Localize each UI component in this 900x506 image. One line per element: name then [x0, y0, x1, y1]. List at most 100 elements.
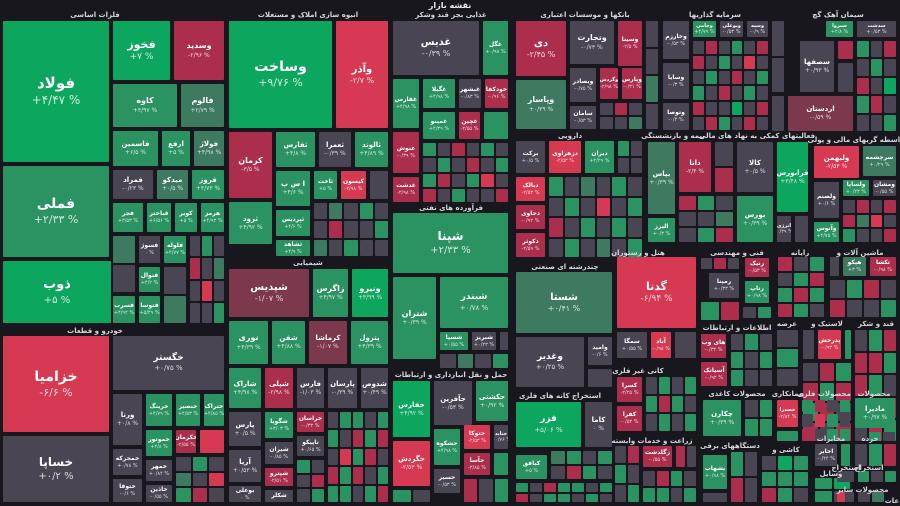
stock-tile[interactable]: سرچشمه +۰/۲۹ %: [863, 146, 896, 176]
stock-tile[interactable]: فخوز +۷ %: [113, 21, 170, 80]
stock-tile-small[interactable]: [830, 280, 845, 298]
stock-tile-small[interactable]: [716, 212, 733, 226]
stock-tile-small[interactable]: [365, 467, 376, 484]
stock-tile-small[interactable]: [495, 143, 508, 157]
stock-tile-small[interactable]: [572, 483, 584, 492]
stock-tile-small[interactable]: [628, 465, 639, 483]
stock-tile-small[interactable]: [314, 221, 328, 238]
stock-tile[interactable]: شکلر: [265, 490, 293, 502]
stock-tile-small[interactable]: [377, 467, 388, 484]
stock-tile-small[interactable]: [778, 472, 792, 486]
stock-tile-small[interactable]: [374, 221, 388, 238]
stock-tile[interactable]: فنوال +۴/۲ %: [139, 267, 160, 292]
stock-tile-small[interactable]: [715, 168, 733, 192]
stock-tile[interactable]: فولاد +۴/۴۷ %: [3, 21, 109, 162]
stock-tile-small[interactable]: [827, 400, 838, 413]
stock-tile-small[interactable]: [377, 412, 388, 429]
stock-tile-small[interactable]: [731, 452, 743, 476]
stock-tile-small[interactable]: [843, 214, 855, 228]
stock-tile[interactable]: برکت +۰/۵ %: [516, 141, 545, 173]
stock-tile-small[interactable]: [759, 334, 772, 350]
stock-tile-small[interactable]: [500, 332, 508, 350]
stock-tile-small[interactable]: [328, 430, 339, 447]
stock-tile-small[interactable]: [314, 203, 328, 220]
stock-tile[interactable]: شبریز +۰/۲۳ %: [472, 332, 496, 350]
stock-tile-small[interactable]: [883, 432, 895, 441]
stock-tile[interactable]: وپاسار +۰/۳۹ %: [516, 80, 566, 129]
stock-tile-small[interactable]: [628, 197, 642, 216]
stock-tile[interactable]: سدشت +۰/۵۳ %: [857, 21, 896, 37]
stock-tile[interactable]: شپلی -۲/۹۸ %: [265, 368, 293, 408]
stock-tile-small[interactable]: [549, 177, 563, 196]
stock-tile-small[interactable]: [340, 485, 351, 502]
stock-tile-small[interactable]: [200, 430, 224, 453]
stock-tile-small[interactable]: [598, 466, 612, 479]
stock-tile-small[interactable]: [872, 492, 884, 502]
stock-tile-small[interactable]: [744, 71, 756, 85]
stock-tile-small[interactable]: [857, 114, 869, 131]
stock-tile-small[interactable]: [802, 400, 813, 413]
stock-tile-small[interactable]: [328, 412, 339, 429]
stock-tile[interactable]: شپدیس -۱/۰۷ %: [229, 269, 309, 317]
stock-tile[interactable]: ولساپا +۰/۲۳ %: [843, 180, 869, 196]
stock-tile-small[interactable]: [815, 491, 832, 502]
stock-tile-small[interactable]: [359, 239, 373, 256]
stock-tile-small[interactable]: [551, 466, 565, 479]
stock-tile[interactable]: شپنا +۲/۳۳ %: [393, 213, 508, 273]
stock-tile[interactable]: ونیرو +۴/۹۹ %: [352, 269, 388, 317]
stock-tile-small[interactable]: [716, 228, 733, 242]
stock-tile-small[interactable]: [884, 471, 896, 482]
stock-tile-small[interactable]: [884, 229, 896, 242]
stock-tile-small[interactable]: [705, 41, 717, 55]
stock-tile-small[interactable]: [580, 218, 595, 237]
stock-tile[interactable]: خگستر +۰/۷۵ %: [113, 336, 224, 390]
stock-tile-small[interactable]: [481, 173, 494, 187]
stock-tile-small[interactable]: [615, 465, 626, 483]
stock-tile-small[interactable]: [466, 158, 479, 172]
stock-tile-small[interactable]: [600, 117, 613, 129]
stock-tile[interactable]: آسیاتک -۰/۹۲ %: [701, 362, 727, 386]
stock-tile-small[interactable]: [202, 302, 212, 323]
stock-tile-small[interactable]: [869, 352, 882, 374]
stock-tile-small[interactable]: [731, 334, 744, 350]
stock-tile[interactable]: دزهراوی -۲/۵۳ %: [549, 141, 581, 173]
stock-tile-small[interactable]: [202, 280, 212, 301]
stock-tile-small[interactable]: [659, 377, 670, 394]
stock-tile-small[interactable]: [819, 363, 835, 381]
stock-tile-small[interactable]: [839, 428, 850, 441]
stock-tile-small[interactable]: [352, 485, 364, 502]
stock-tile-small[interactable]: [731, 56, 743, 70]
stock-tile-small[interactable]: [803, 383, 818, 401]
stock-tile-small[interactable]: [297, 460, 310, 473]
stock-tile-small[interactable]: [614, 117, 628, 129]
stock-tile-small[interactable]: [328, 467, 339, 484]
stock-tile[interactable]: ثرود +۴/۹۲ %: [229, 202, 272, 244]
stock-tile-small[interactable]: [810, 303, 824, 317]
stock-tile-small[interactable]: [819, 383, 835, 401]
stock-tile-small[interactable]: [340, 448, 351, 466]
stock-tile-small[interactable]: [340, 430, 351, 447]
stock-tile[interactable]: بورس +۰/۳۹ %: [737, 196, 773, 242]
stock-tile[interactable]: ختوقا -۰/۶ %: [113, 479, 142, 502]
stock-tile-small[interactable]: [858, 471, 870, 482]
stock-tile[interactable]: اخابر -۰/۴۴ %: [815, 444, 837, 466]
stock-tile[interactable]: وتوصا -۰/۳ %: [663, 103, 689, 130]
stock-tile[interactable]: غدشت -۲/۹۸ %: [393, 177, 419, 202]
stock-tile-small[interactable]: [693, 71, 704, 85]
stock-tile-small[interactable]: [209, 457, 224, 471]
stock-tile-small[interactable]: [827, 428, 838, 441]
stock-tile[interactable]: فرابورس +۳/۴۸ %: [777, 142, 808, 212]
stock-tile[interactable]: زاگرس +۴/۹۷ %: [313, 269, 348, 317]
stock-tile-small[interactable]: [744, 101, 756, 115]
stock-tile-small[interactable]: [340, 412, 351, 429]
stock-tile-small[interactable]: [466, 188, 479, 202]
stock-tile-small[interactable]: [794, 472, 808, 486]
stock-tile-small[interactable]: [628, 238, 642, 257]
stock-tile-small[interactable]: [777, 330, 798, 348]
stock-tile-small[interactable]: [549, 197, 563, 216]
stock-tile-small[interactable]: [864, 299, 879, 317]
stock-tile[interactable]: خمهر +۰/۸۴ %: [146, 460, 172, 481]
stock-tile[interactable]: دانا -۲/۴ %: [679, 142, 711, 192]
stock-tile[interactable]: فتوسا +۵/۴۹ %: [139, 296, 160, 323]
stock-tile[interactable]: فملی +۲/۳۳ %: [3, 166, 109, 257]
